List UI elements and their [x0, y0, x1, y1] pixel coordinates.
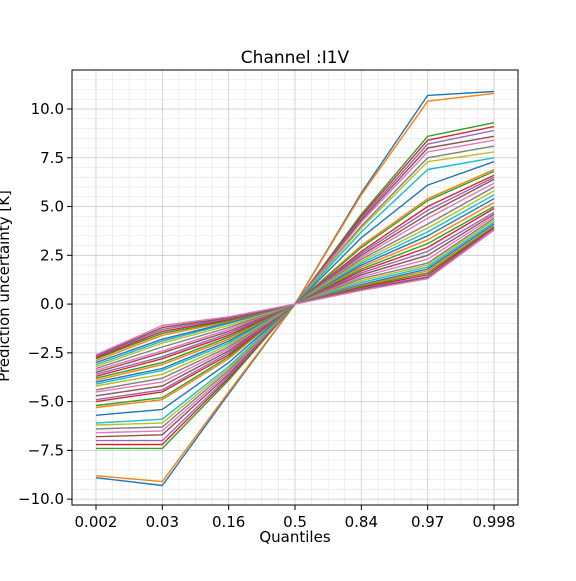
- x-tick-label: 0.03: [146, 513, 179, 531]
- y-tick-label: 7.5: [40, 149, 64, 167]
- y-tick-label: 10.0: [31, 100, 64, 118]
- axis-ticks: 0.002 0.03 0.16 0.5 0.84 0.97 0.998 −10.0 −7.5 −5…: [18, 100, 515, 531]
- x-tick-label: 0.998: [473, 513, 516, 531]
- y-tick-label: 2.5: [40, 246, 64, 264]
- y-tick-label: 0.0: [40, 295, 64, 313]
- x-tick-label: 0.97: [411, 513, 444, 531]
- x-tick-label: 0.5: [283, 513, 307, 531]
- x-tick-label: 0.002: [75, 513, 118, 531]
- y-tick-label: −10.0: [18, 490, 64, 508]
- series-lines: [95, 90, 495, 487]
- y-tick-label: −5.0: [28, 393, 64, 411]
- y-tick-label: 5.0: [40, 198, 64, 216]
- x-axis-label: Quantiles: [259, 528, 330, 546]
- chart-title: Channel :I1V: [241, 48, 350, 68]
- y-tick-label: −2.5: [28, 344, 64, 362]
- x-tick-label: 0.16: [212, 513, 245, 531]
- y-axis-label: Prediction uncertainty [K]: [0, 190, 13, 382]
- grid: [72, 70, 518, 505]
- x-tick-label: 0.84: [345, 513, 378, 531]
- y-tick-label: −7.5: [28, 441, 64, 459]
- series-line-37: [95, 229, 495, 356]
